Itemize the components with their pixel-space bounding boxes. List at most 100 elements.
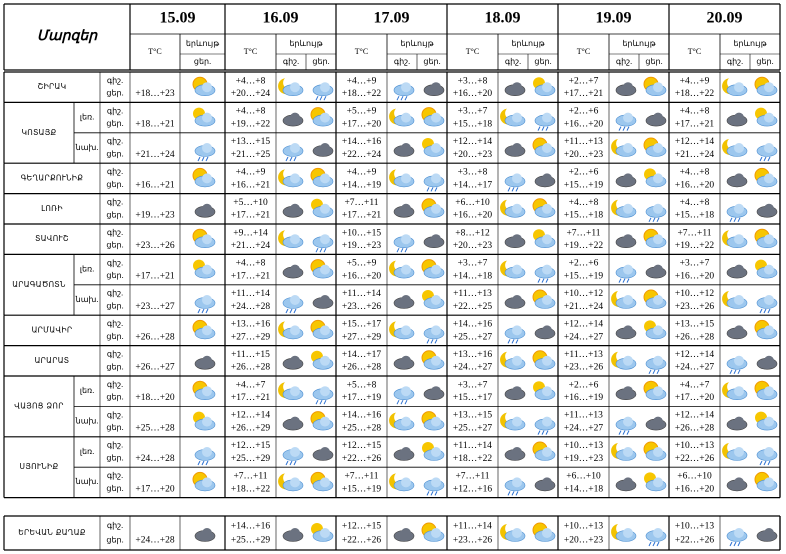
weather-icon <box>504 295 526 309</box>
weather-icon <box>389 260 415 279</box>
temperature: +20…+23 <box>453 150 492 160</box>
weather-icon <box>194 355 216 370</box>
weather-icon <box>726 355 748 375</box>
temperature: +15…+18 <box>564 211 603 221</box>
temperature: +14…+18 <box>453 271 492 281</box>
weather-icon <box>192 76 216 96</box>
weather-icon <box>282 264 304 279</box>
temperature: +19…+22 <box>231 119 270 129</box>
cloud <box>512 325 522 336</box>
cloud <box>320 416 330 427</box>
temperature: +25…+27 <box>453 423 492 433</box>
weather-icon <box>194 447 216 466</box>
cloud <box>734 173 744 184</box>
cloud <box>431 386 441 397</box>
rain <box>319 399 323 405</box>
period-label: գիշ. <box>107 76 123 85</box>
cloud <box>734 234 744 245</box>
temp-label: T°C <box>466 47 479 56</box>
cloud <box>401 82 411 93</box>
weather-icon <box>278 169 304 188</box>
capital-name: ԵՐԵՎԱՆ ՔԱՂԱՔ <box>18 528 86 537</box>
weather-icon <box>504 234 526 248</box>
temperature: +7…+11 <box>233 472 267 482</box>
weather-icon <box>194 143 216 162</box>
weather-icon <box>504 143 526 157</box>
weather-icon <box>532 441 556 461</box>
date: 19.09 <box>596 10 632 27</box>
weather-icon <box>421 107 445 127</box>
rain <box>434 339 438 344</box>
weather-icon <box>194 203 216 218</box>
temperature: +10…+13 <box>675 521 714 531</box>
period-label: ցեր. <box>106 180 123 189</box>
cloud <box>401 325 411 336</box>
period-label: գիշ. <box>107 410 123 419</box>
weather-icon <box>645 203 667 223</box>
temperature: +4…+7 <box>680 380 710 390</box>
cloud <box>653 477 663 488</box>
cloud <box>764 173 774 184</box>
temperature: +24…+28 <box>135 536 174 546</box>
period-label: գիշ. <box>616 57 632 66</box>
weather-icon <box>755 107 778 127</box>
cloud <box>623 203 633 214</box>
period-label: ցեր. <box>312 57 329 66</box>
temperature: +17…+21 <box>231 211 270 221</box>
cloud <box>512 82 522 93</box>
rain <box>315 95 319 101</box>
temperature: +17…+21 <box>231 393 270 403</box>
cloud <box>542 82 552 93</box>
cloud <box>542 143 552 153</box>
cloud <box>542 528 552 538</box>
rain <box>618 126 622 131</box>
temperature: +4…+8 <box>236 107 266 117</box>
weather-icon <box>421 411 445 431</box>
weather-icon <box>645 264 667 279</box>
rain <box>511 339 515 344</box>
cloud <box>431 447 441 457</box>
cloud <box>764 477 774 488</box>
rain <box>626 126 630 131</box>
temperature: +14…+17 <box>453 180 492 190</box>
weather-icon <box>500 260 526 279</box>
cloud <box>431 82 441 93</box>
weather-icon <box>389 169 415 188</box>
cloud <box>734 295 744 305</box>
cloud <box>202 264 212 275</box>
weather-icon <box>393 82 415 101</box>
temperature: +18…+22 <box>453 454 492 464</box>
period-label: գիշ. <box>107 228 123 237</box>
cloud <box>512 447 522 457</box>
temperature: +7…+11 <box>344 198 378 208</box>
rain <box>205 460 209 466</box>
cloud <box>542 355 552 366</box>
period-label: ցեր. <box>106 535 123 544</box>
rain <box>537 430 541 435</box>
temperature: +12…+15 <box>342 521 381 531</box>
rain <box>759 156 763 162</box>
subregion: նախ. <box>75 295 99 304</box>
rain <box>652 369 656 375</box>
rain <box>293 156 297 162</box>
temperature: +5…+9 <box>347 259 377 269</box>
temperature: +17…+21 <box>564 89 603 99</box>
cloud <box>290 82 300 93</box>
temperature: +8…+12 <box>455 228 490 238</box>
temperature: +20…+23 <box>564 536 603 546</box>
weather-icon <box>726 325 748 340</box>
weather-icon <box>393 143 415 157</box>
period-label: գիշ. <box>107 289 123 298</box>
temperature: +6…+10 <box>677 472 712 482</box>
weather-icon <box>534 325 556 340</box>
rain <box>289 156 293 162</box>
temperature: +4…+9 <box>347 76 377 86</box>
temperature: +12…+14 <box>675 137 714 147</box>
temperature: +14…+18 <box>564 484 603 494</box>
cloud <box>202 234 212 245</box>
temperature: +20…+24 <box>231 89 270 99</box>
temperature: +11…+13 <box>564 137 603 147</box>
region-name: ԱՐԱԳԱԾՈՏՆ <box>12 280 66 289</box>
cloud <box>401 416 411 427</box>
cloud <box>734 203 744 214</box>
